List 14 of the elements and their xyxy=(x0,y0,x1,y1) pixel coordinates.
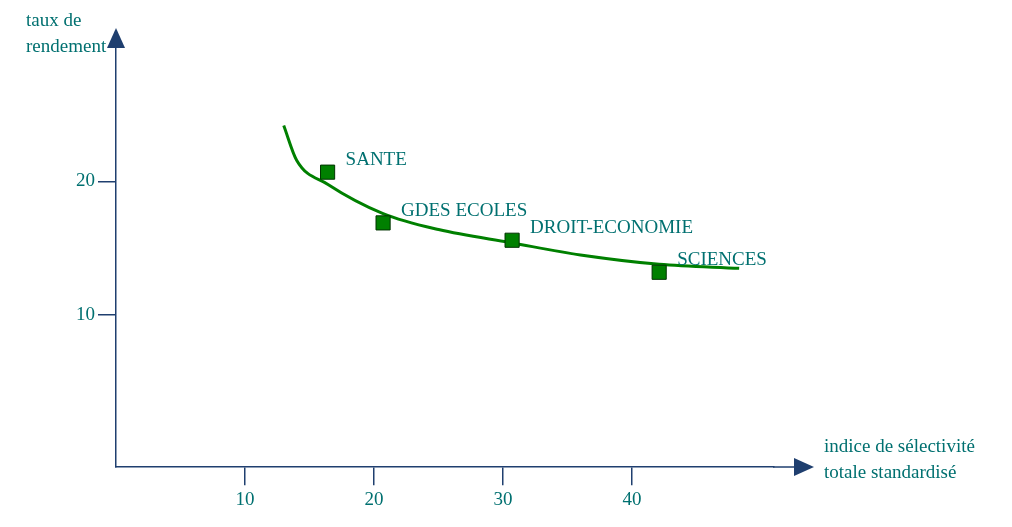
point xyxy=(320,164,336,180)
x-axis-title: indice de sélectivité totale standardisé xyxy=(824,434,975,482)
point xyxy=(375,215,391,231)
point xyxy=(651,264,667,280)
annotation: DROIT-ECONOMIE xyxy=(530,216,693,238)
annotation: SCIENCES xyxy=(677,248,767,270)
annotation: SANTE xyxy=(345,148,407,170)
x-tick-label: 30 xyxy=(493,487,513,509)
point xyxy=(504,232,520,248)
x-tick-label: 40 xyxy=(622,487,642,509)
x-tick-label: 10 xyxy=(235,487,255,509)
annotation: GDES ECOLES xyxy=(401,198,528,220)
y-axis-title: taux de rendement xyxy=(26,9,107,57)
x-tick-label: 20 xyxy=(364,487,384,509)
